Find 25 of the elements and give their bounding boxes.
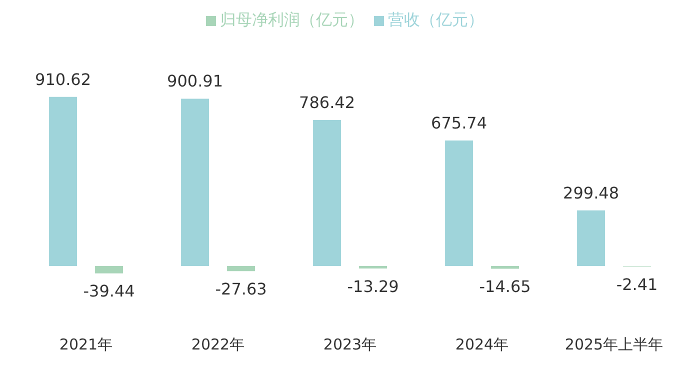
data-label: 299.48 xyxy=(563,183,620,202)
bar xyxy=(227,266,256,272)
bar xyxy=(95,266,124,274)
bar xyxy=(445,140,474,266)
bar xyxy=(577,210,606,266)
data-label: -13.29 xyxy=(347,276,399,296)
x-tick-label: 2024年 xyxy=(455,336,509,354)
data-label: -27.63 xyxy=(215,279,267,298)
data-label: 900.91 xyxy=(167,72,224,91)
data-label: 786.42 xyxy=(299,92,356,112)
bar xyxy=(491,266,520,269)
bar xyxy=(181,98,210,266)
bar xyxy=(313,120,342,266)
data-label: -14.65 xyxy=(479,277,531,296)
x-tick-label: 2025年上半年 xyxy=(564,336,664,354)
x-tick-label: 2021年 xyxy=(59,336,113,354)
legend-label: 归母净利润（亿元） xyxy=(220,10,364,29)
legend-label: 营收（亿元） xyxy=(388,10,484,29)
data-label: -2.41 xyxy=(616,274,658,294)
data-label: -39.44 xyxy=(83,282,135,301)
bar xyxy=(49,96,78,266)
x-tick-label: 2022年 xyxy=(191,336,245,354)
data-label: 675.74 xyxy=(431,114,488,133)
data-label: 910.62 xyxy=(35,70,92,89)
x-tick-label: 2023年 xyxy=(323,336,377,354)
